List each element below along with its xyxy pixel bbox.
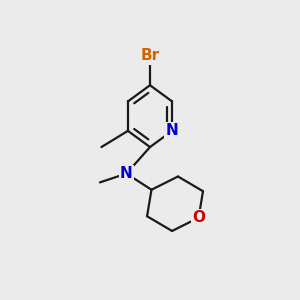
Text: N: N [166, 123, 178, 138]
Text: N: N [120, 166, 133, 181]
Text: Br: Br [140, 48, 160, 63]
Text: O: O [192, 210, 205, 225]
